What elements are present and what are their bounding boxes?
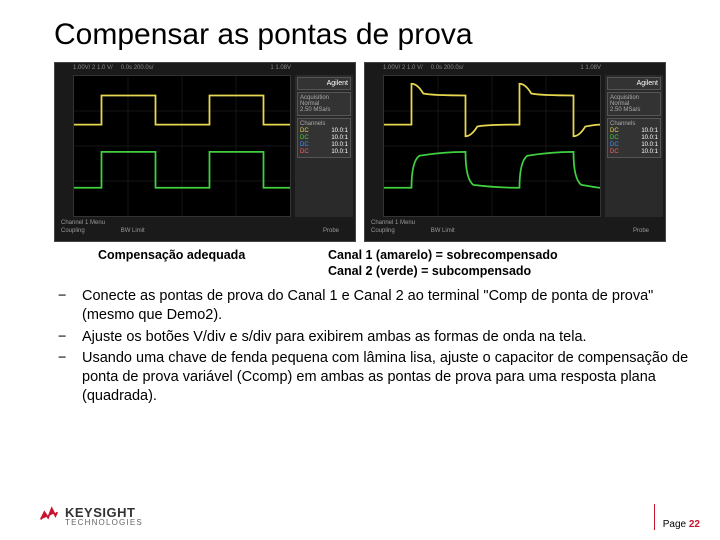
- scope-row: 1.00V/ 2 1.0 V/ 0.0s 200.0s/ 1 1.08V Agi…: [54, 62, 692, 242]
- menu-item: BW Limit: [431, 228, 455, 234]
- scope-sidebar: Agilent Acquisition Normal 2.50 MSa/s Ch…: [605, 75, 663, 217]
- logo-sub: TECHNOLOGIES: [65, 519, 143, 527]
- page-label: Page: [663, 519, 686, 530]
- channels-box: Channels DC10.0:1 DC10.0:1 DC10.0:1 DC10…: [607, 118, 661, 158]
- caption-left: Compensação adequada: [54, 248, 320, 279]
- brand-label: Agilent: [607, 77, 661, 90]
- scope-top-time: 0.0s 200.0s/: [121, 65, 154, 74]
- scope-top-volts: 1.00V/ 2 1.0 V/: [383, 65, 423, 74]
- scope-sidebar: Agilent Acquisition Normal 2.50 MSa/s Ch…: [295, 75, 353, 217]
- bullet-item: −Ajuste os botões V/div e s/div para exi…: [58, 328, 692, 347]
- scope-top-volts: 1.00V/ 2 1.0 V/: [73, 65, 113, 74]
- menu-title: Channel 1 Menu: [61, 220, 105, 226]
- brand-label: Agilent: [297, 77, 351, 90]
- channels-box: Channels DC10.0:1 DC10.0:1 DC10.0:1 DC10…: [297, 118, 351, 158]
- menu-item: BW Limit: [121, 228, 145, 234]
- bullet-list: −Conecte as pontas de prova do Canal 1 e…: [54, 287, 692, 406]
- meas-row: DC10.0:1: [300, 128, 348, 134]
- grid: [384, 76, 600, 216]
- meas-row: DC10.0:1: [610, 135, 658, 141]
- meas-row: DC10.0:1: [610, 128, 658, 134]
- caption-right: Canal 1 (amarelo) = sobrecompensado Cana…: [328, 248, 668, 279]
- bullet-dash: −: [58, 328, 72, 347]
- footer: KEYSIGHT TECHNOLOGIES Page 22: [38, 503, 700, 530]
- scope-svg: [74, 76, 290, 216]
- meas-row: DC10.0:1: [300, 142, 348, 148]
- bullet-dash: −: [58, 287, 72, 325]
- logo: KEYSIGHT TECHNOLOGIES: [38, 503, 143, 530]
- scope-bottom: Channel 1 Menu Coupling BW Limit Probe: [367, 219, 663, 239]
- scope-top-trig: 1 1.08V: [270, 65, 291, 74]
- bullet-text: Usando uma chave de fenda pequena com lâ…: [82, 349, 692, 406]
- scope-top-time: 0.0s 200.0s/: [431, 65, 464, 74]
- bullet-item: −Usando uma chave de fenda pequena com l…: [58, 349, 692, 406]
- scope-left: 1.00V/ 2 1.0 V/ 0.0s 200.0s/ 1 1.08V Agi…: [54, 62, 356, 242]
- bullet-item: −Conecte as pontas de prova do Canal 1 e…: [58, 287, 692, 325]
- meas-row: DC10.0:1: [610, 142, 658, 148]
- footer-divider: [654, 504, 655, 530]
- caption-right-l1: Canal 1 (amarelo) = sobrecompensado: [328, 248, 668, 264]
- scope-top-trig: 1 1.08V: [580, 65, 601, 74]
- scope-grid: [383, 75, 601, 217]
- bullet-dash: −: [58, 349, 72, 406]
- scope-top-bar: 1.00V/ 2 1.0 V/ 0.0s 200.0s/ 1 1.08V: [383, 65, 601, 74]
- scope-top-bar: 1.00V/ 2 1.0 V/ 0.0s 200.0s/ 1 1.08V: [73, 65, 291, 74]
- page-number: Page 22: [663, 519, 700, 530]
- channels-title: Channels: [300, 121, 348, 127]
- scope-svg: [384, 76, 600, 216]
- page-num: 22: [689, 519, 700, 530]
- caption-right-l2: Canal 2 (verde) = subcompensado: [328, 264, 668, 280]
- meas-row: DC10.0:1: [300, 149, 348, 155]
- acq-rate: 2.50 MSa/s: [300, 107, 348, 113]
- bullet-text: Ajuste os botões V/div e s/div para exib…: [82, 328, 692, 347]
- captions-row: Compensação adequada Canal 1 (amarelo) =…: [54, 248, 692, 279]
- bullet-text: Conecte as pontas de prova do Canal 1 e …: [82, 287, 692, 325]
- menu-item: Probe: [633, 228, 649, 234]
- menu-item: Coupling: [61, 228, 85, 234]
- menu-item: Coupling: [371, 228, 395, 234]
- channels-title: Channels: [610, 121, 658, 127]
- meas-row: DC10.0:1: [610, 149, 658, 155]
- acq-box: Acquisition Normal 2.50 MSa/s: [297, 92, 351, 116]
- menu-item: Probe: [323, 228, 339, 234]
- menu-title: Channel 1 Menu: [371, 220, 415, 226]
- scope-grid: [73, 75, 291, 217]
- grid: [74, 76, 290, 216]
- page-title: Compensar as pontas de prova: [54, 18, 692, 52]
- acq-rate: 2.50 MSa/s: [610, 107, 658, 113]
- scope-bottom: Channel 1 Menu Coupling BW Limit Probe: [57, 219, 353, 239]
- acq-box: Acquisition Normal 2.50 MSa/s: [607, 92, 661, 116]
- keysight-icon: [38, 503, 60, 530]
- meas-row: DC10.0:1: [300, 135, 348, 141]
- scope-right: 1.00V/ 2 1.0 V/ 0.0s 200.0s/ 1 1.08V Agi…: [364, 62, 666, 242]
